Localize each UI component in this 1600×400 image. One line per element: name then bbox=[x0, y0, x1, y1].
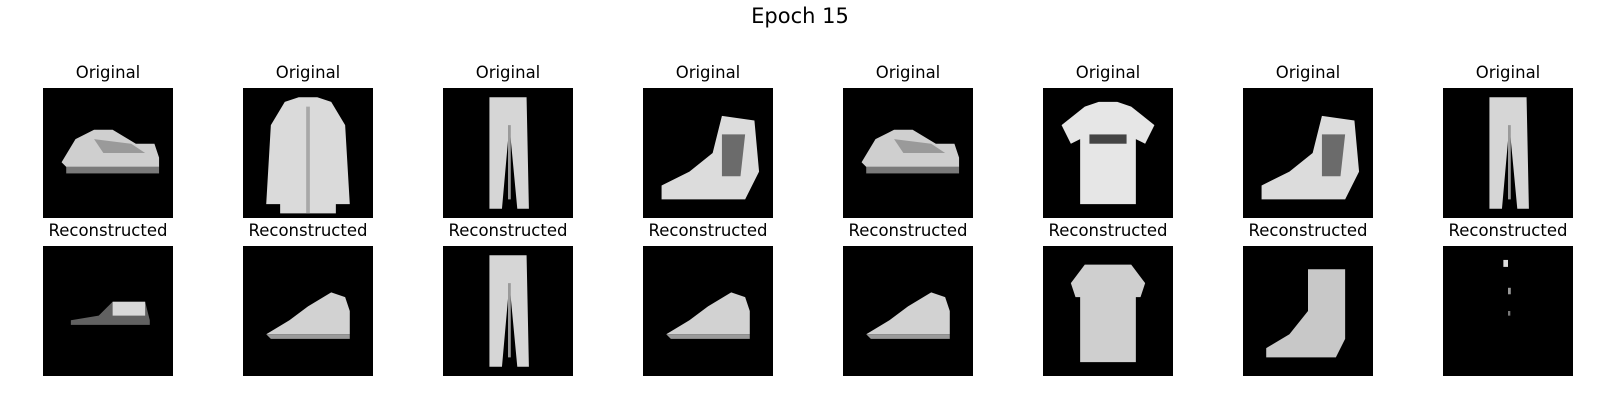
reconstructed-label: Reconstructed bbox=[1248, 221, 1368, 240]
original-label: Original bbox=[475, 63, 541, 82]
reconstructed-label: Reconstructed bbox=[48, 221, 168, 240]
blurred-boot-image bbox=[1243, 246, 1373, 376]
blurred-sneaker-image bbox=[243, 246, 373, 376]
figure-title: Epoch 15 bbox=[751, 4, 849, 28]
original-cell: Original bbox=[443, 62, 573, 218]
original-label: Original bbox=[275, 63, 341, 82]
faint-sneaker-image bbox=[43, 246, 173, 376]
reconstructed-cell: Reconstructed bbox=[243, 220, 373, 376]
near-empty-image bbox=[1443, 246, 1573, 376]
original-label: Original bbox=[875, 63, 941, 82]
reconstructed-label: Reconstructed bbox=[1048, 221, 1168, 240]
blurred-sneaker-image bbox=[643, 246, 773, 376]
reconstructed-label: Reconstructed bbox=[248, 221, 368, 240]
original-label: Original bbox=[75, 63, 141, 82]
original-label: Original bbox=[1475, 63, 1541, 82]
reconstructed-label: Reconstructed bbox=[448, 221, 568, 240]
original-label: Original bbox=[675, 63, 741, 82]
original-cell: Original bbox=[243, 62, 373, 218]
reconstructed-label: Reconstructed bbox=[848, 221, 968, 240]
reconstructed-cell: Reconstructed bbox=[1043, 220, 1173, 376]
trousers-image bbox=[443, 88, 573, 218]
reconstructed-label: Reconstructed bbox=[648, 221, 768, 240]
trousers-image bbox=[443, 246, 573, 376]
reconstructed-cell: Reconstructed bbox=[643, 220, 773, 376]
original-label: Original bbox=[1075, 63, 1141, 82]
original-cell: Original bbox=[843, 62, 973, 218]
original-cell: Original bbox=[1243, 62, 1373, 218]
blurred-sneaker-image bbox=[843, 246, 973, 376]
original-cell: Original bbox=[643, 62, 773, 218]
reconstructed-cell: Reconstructed bbox=[1443, 220, 1573, 376]
tshirt-image bbox=[1043, 88, 1173, 218]
original-cell: Original bbox=[43, 62, 173, 218]
ankle-boot-image bbox=[643, 88, 773, 218]
original-cell: Original bbox=[1043, 62, 1173, 218]
ankle-boot-image bbox=[1243, 88, 1373, 218]
sneaker-image bbox=[43, 88, 173, 218]
reconstructed-cell: Reconstructed bbox=[43, 220, 173, 376]
original-cell: Original bbox=[1443, 62, 1573, 218]
sneaker-image bbox=[843, 88, 973, 218]
original-label: Original bbox=[1275, 63, 1341, 82]
blurred-tshirt-image bbox=[1043, 246, 1173, 376]
reconstructed-cell: Reconstructed bbox=[843, 220, 973, 376]
reconstructed-cell: Reconstructed bbox=[1243, 220, 1373, 376]
reconstructed-cell: Reconstructed bbox=[443, 220, 573, 376]
coat-image bbox=[243, 88, 373, 218]
trousers-image bbox=[1443, 88, 1573, 218]
reconstructed-label: Reconstructed bbox=[1448, 221, 1568, 240]
